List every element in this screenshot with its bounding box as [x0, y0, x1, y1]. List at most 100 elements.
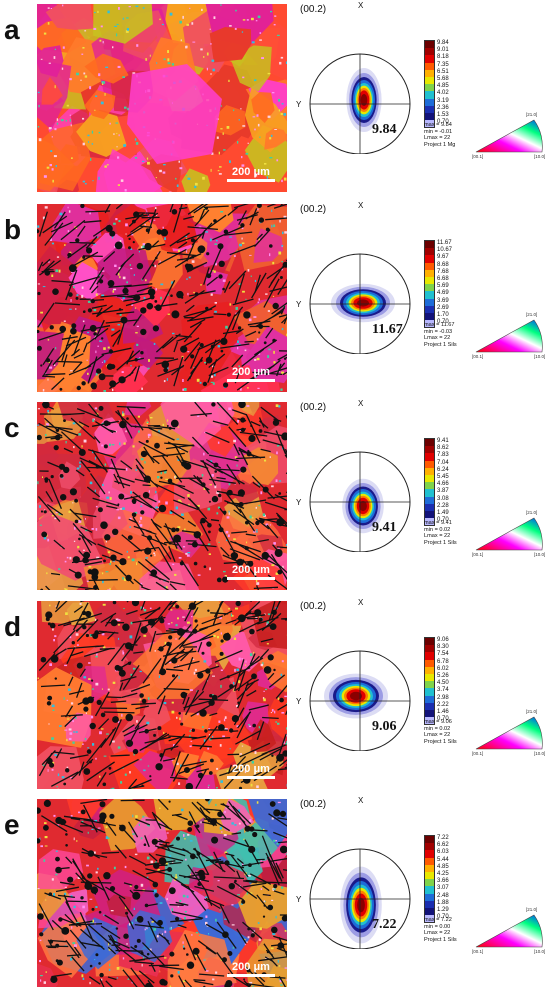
legend-color-cell	[424, 55, 435, 62]
scale-bar-label: 200 μm	[227, 166, 275, 178]
legend-color-cell	[424, 908, 435, 915]
legend-tick: 1.53	[437, 112, 449, 119]
ipf-label-21-0: [21.0]	[526, 510, 537, 515]
legend-color-cell	[424, 277, 435, 284]
legend-color-cell	[424, 660, 435, 667]
legend-color-cell	[424, 248, 435, 255]
panel-letter: c	[4, 412, 20, 444]
ipf-color-key: [00.1][10.0][21.0]	[472, 709, 550, 759]
pole-figure-y-label: Y	[296, 300, 301, 309]
legend-color-cell	[424, 461, 435, 468]
legend-color-cell	[424, 446, 435, 453]
legend-tick: 6.68	[437, 276, 452, 283]
pole-figure-plot	[296, 402, 436, 552]
legend-color-cell	[424, 99, 435, 106]
legend-color-cell	[424, 77, 435, 84]
legend-tick: 4.69	[437, 290, 452, 297]
legend-tick: 1.70	[437, 312, 452, 319]
pole-figure-x-label: X	[358, 1, 363, 10]
panel-letter: e	[4, 809, 20, 841]
legend-tick: 4.02	[437, 90, 449, 97]
legend-color-cell	[424, 306, 435, 313]
legend-color-cell	[424, 696, 435, 703]
ipf-label-10-0: [10.0]	[534, 751, 545, 756]
pole-figure-y-label: Y	[296, 100, 301, 109]
legend-color-cell	[424, 688, 435, 695]
panel-letter: a	[4, 14, 20, 46]
legend-color-cell	[424, 835, 435, 843]
ipf-label-00-1: [00.1]	[472, 552, 483, 557]
legend-color-cell	[424, 843, 435, 850]
legend-tick: 6.02	[437, 666, 449, 673]
legend-color-cell	[424, 91, 435, 98]
ipf-color-key: [00.1][10.0][21.0]	[472, 312, 550, 362]
legend-color-cell	[424, 475, 435, 482]
legend-tick: 2.22	[437, 702, 449, 709]
legend-tick: 4.85	[437, 83, 449, 90]
legend-color-cell	[424, 291, 435, 298]
legend-tick: 6.78	[437, 659, 449, 666]
legend-color-cell	[424, 645, 435, 652]
legend-tick: 3.07	[437, 885, 449, 892]
legend-tick: 9.01	[437, 47, 449, 54]
legend-color-cell	[424, 511, 435, 518]
scale-bar-label: 200 μm	[227, 763, 275, 775]
legend-tick: 3.08	[437, 496, 449, 503]
panel-letter: b	[4, 214, 21, 246]
scale-bar: 200 μm	[227, 564, 275, 580]
legend-color-cell	[424, 63, 435, 70]
pole-figure-plane-label: (00.2)	[300, 204, 326, 215]
legend-tick: 8.18	[437, 54, 449, 61]
legend-tick: 10.67	[437, 247, 452, 254]
ebsd-orientation-map: 200 μm	[37, 402, 287, 590]
legend-tick: 5.45	[437, 474, 449, 481]
ipf-label-10-0: [10.0]	[534, 949, 545, 954]
legend-color-cell	[424, 865, 435, 872]
legend-tick: 2.48	[437, 893, 449, 900]
legend-tick: 6.62	[437, 842, 449, 849]
legend-tick: 4.66	[437, 481, 449, 488]
pole-figure-x-label: X	[358, 201, 363, 210]
legend-color-cell	[424, 453, 435, 460]
legend-tick: 1.29	[437, 907, 449, 914]
ebsd-orientation-map: 200 μm	[37, 204, 287, 392]
legend-tick: 6.51	[437, 69, 449, 76]
ebsd-map	[37, 601, 287, 789]
legend-tick: 1.88	[437, 900, 449, 907]
pole-figure-plane-label: (00.2)	[300, 601, 326, 612]
ebsd-orientation-map: 200 μm	[37, 4, 287, 192]
legend-color-cell	[424, 652, 435, 659]
legend-tick: 2.69	[437, 305, 452, 312]
legend-tick: 5.68	[437, 76, 449, 83]
legend-tick: 4.25	[437, 871, 449, 878]
legend-tick: 7.68	[437, 269, 452, 276]
legend-color-cell	[424, 255, 435, 262]
legend-color-cell	[424, 48, 435, 55]
legend-tick: 4.85	[437, 864, 449, 871]
scale-bar-line	[227, 379, 275, 382]
legend-color-cell	[424, 240, 435, 248]
legend-tick: 6.24	[437, 467, 449, 474]
legend-tick: 9.84	[437, 40, 449, 47]
legend-color-cell	[424, 858, 435, 865]
max-intensity-value: 7.22	[372, 917, 397, 933]
scale-bar-line	[227, 974, 275, 977]
legend-color-cell	[424, 438, 435, 446]
legend-color-cell	[424, 284, 435, 291]
legend-color-cell	[424, 872, 435, 879]
ipf-color-key: [00.1][10.0][21.0]	[472, 510, 550, 560]
legend-color-cell	[424, 894, 435, 901]
ebsd-map	[37, 4, 287, 192]
legend-tick: 2.28	[437, 503, 449, 510]
legend-tick: 2.98	[437, 695, 449, 702]
legend-tick: 2.36	[437, 105, 449, 112]
ipf-color-key: [00.1][10.0][21.0]	[472, 907, 550, 957]
pole-figure-plane-label: (00.2)	[300, 799, 326, 810]
